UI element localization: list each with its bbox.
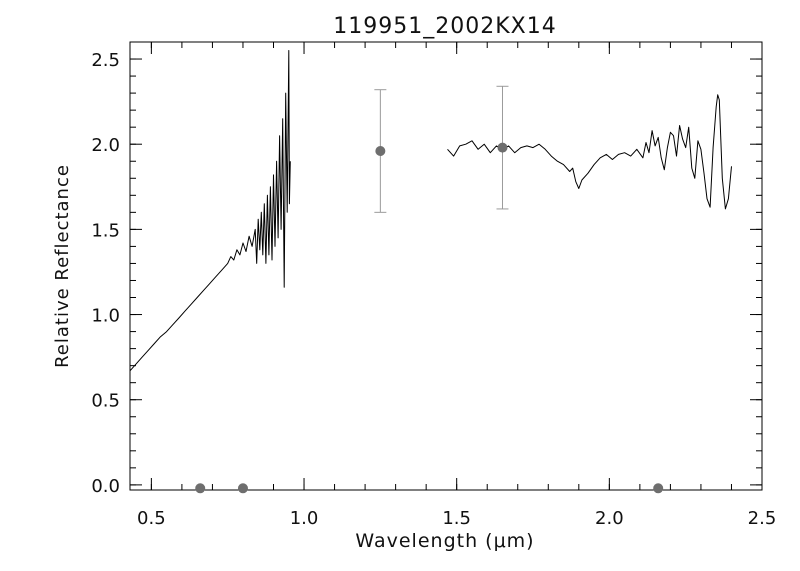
data-point (375, 146, 386, 157)
data-point (237, 483, 248, 494)
y-tick-label: 1.5 (91, 220, 120, 241)
chart-title: 119951_2002KX14 (333, 14, 556, 39)
y-tick-label: 0.5 (91, 391, 120, 412)
y-axis-label: Relative Reflectance (52, 164, 73, 368)
x-tick-label: 2.5 (748, 508, 777, 529)
y-axis-ticks: 0.0 0.5 1.0 1.5 2.0 2.5 (91, 41, 762, 497)
y-tick-label: 0.0 (91, 476, 120, 497)
series-layer (129, 50, 732, 494)
y-tick-label: 2.5 (91, 50, 120, 71)
data-point (195, 483, 206, 494)
x-axis-ticks: 0.5 1.0 1.5 2.0 2.5 (137, 42, 776, 529)
x-tick-label: 0.5 (137, 508, 166, 529)
x-tick-label: 2.0 (595, 508, 624, 529)
spectrum-line-0 (129, 50, 291, 372)
data-point (497, 142, 508, 153)
spectrum-line-1 (447, 94, 732, 210)
y-tick-label: 1.0 (91, 306, 120, 327)
x-tick-label: 1.0 (290, 508, 319, 529)
x-axis-label: Wavelength (μm) (355, 530, 534, 552)
y-tick-label: 2.0 (91, 135, 120, 156)
x-tick-label: 1.5 (442, 508, 471, 529)
plot-frame (129, 41, 763, 491)
data-point (653, 483, 664, 494)
